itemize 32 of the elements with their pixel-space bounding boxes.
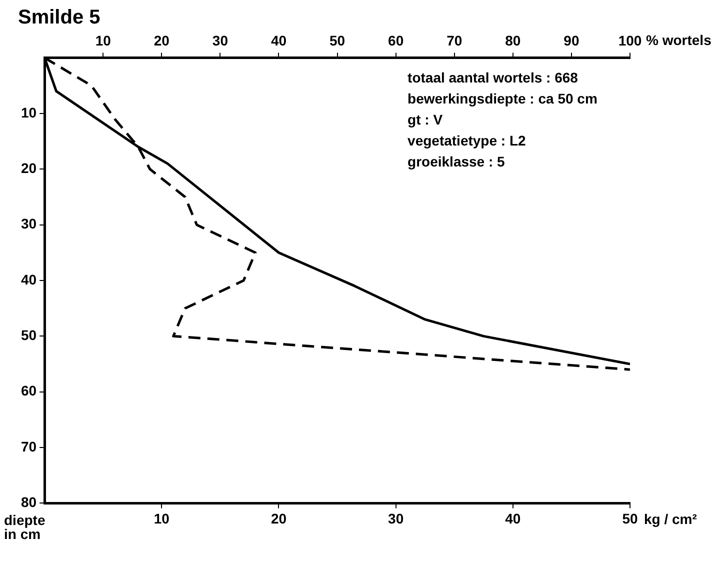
y-tick-label: 20 bbox=[20, 160, 37, 176]
annotation: vegetatietype : L2 bbox=[408, 132, 526, 149]
x2-tick-label: 20 bbox=[154, 32, 170, 48]
x2-tick-label: 10 bbox=[95, 32, 112, 48]
y-tick-label: 60 bbox=[20, 382, 37, 399]
x2-tick-label: 60 bbox=[388, 32, 404, 48]
annotation: groeiklasse : 5 bbox=[408, 154, 506, 170]
annotation: bewerkingsdiepte : ca 50 cm bbox=[408, 90, 598, 107]
chart-title: Smilde 5 bbox=[18, 6, 100, 29]
y-tick-label: 40 bbox=[20, 271, 37, 288]
x2-tick-label: 50 bbox=[329, 32, 346, 48]
x-axis-title: kg / cm² bbox=[644, 511, 697, 528]
x-tick-label: 50 bbox=[622, 510, 638, 526]
x2-tick-label: 30 bbox=[212, 32, 228, 48]
x2-axis-title: % wortels bbox=[646, 32, 712, 48]
y-tick-label: 30 bbox=[20, 216, 37, 232]
x-tick-label: 10 bbox=[154, 510, 170, 526]
x2-tick-label: 100 bbox=[618, 32, 642, 48]
x2-tick-label: 70 bbox=[446, 32, 462, 48]
x2-tick-label: 40 bbox=[270, 32, 287, 48]
y-tick-label: 50 bbox=[20, 327, 37, 344]
y-tick-label: 70 bbox=[20, 438, 37, 454]
x2-tick-label: 90 bbox=[564, 32, 580, 48]
y-axis-title: diepte in cm bbox=[4, 512, 46, 542]
x-tick-label: 20 bbox=[270, 510, 287, 526]
x-tick-label: 40 bbox=[505, 510, 521, 526]
x2-tick-label: 80 bbox=[505, 32, 521, 48]
y-tick-label: 80 bbox=[20, 494, 37, 510]
annotation: gt : V bbox=[408, 112, 444, 128]
annotation: totaal aantal wortels : 668 bbox=[408, 70, 578, 86]
x-tick-label: 30 bbox=[388, 510, 404, 526]
y-tick-label: 10 bbox=[20, 104, 37, 120]
